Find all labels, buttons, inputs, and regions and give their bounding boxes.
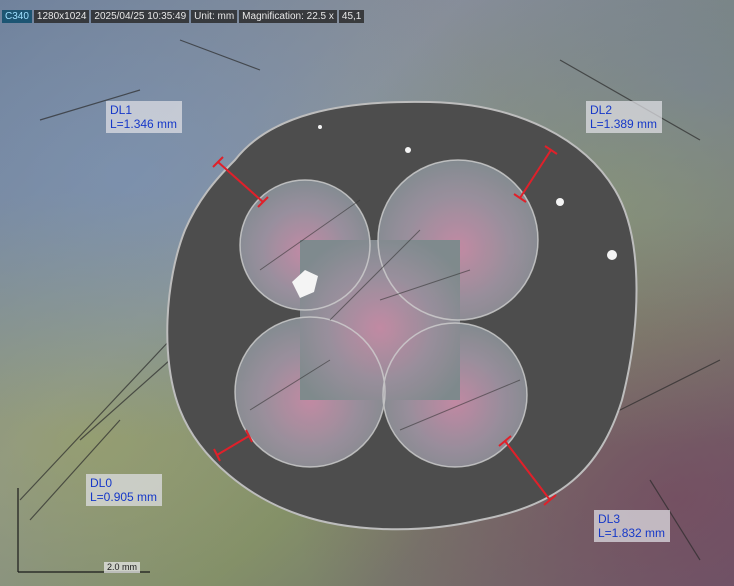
measure-label-value: L=0.905 mm — [90, 490, 158, 504]
measure-label-dl0[interactable]: DL0 L=0.905 mm — [86, 474, 163, 506]
measure-label-id: DL0 — [90, 476, 113, 490]
camera-id: C340 — [2, 10, 32, 23]
measure-line-dl0[interactable] — [213, 429, 253, 462]
measure-label-dl2[interactable]: DL2 L=1.389 mm — [586, 101, 663, 133]
measure-label-value: L=1.389 mm — [590, 117, 658, 131]
measure-label-dl1[interactable]: DL1 L=1.346 mm — [106, 101, 183, 133]
status-bar: C340 1280x1024 2025/04/25 10:35:49 Unit:… — [2, 10, 365, 23]
scale-bar-label: 2.0 mm — [104, 562, 141, 573]
unit-readout: Unit: mm — [191, 10, 238, 23]
measure-line-dl2[interactable] — [513, 145, 558, 203]
surface-scratches — [19, 39, 721, 561]
debris-particles — [292, 125, 617, 298]
measure-label-id: DL3 — [598, 512, 621, 526]
datetime-readout: 2025/04/25 10:35:49 — [91, 10, 190, 23]
measure-label-id: DL2 — [590, 103, 613, 117]
measure-line-dl3[interactable] — [498, 435, 557, 506]
measure-label-dl3[interactable]: DL3 L=1.832 mm — [594, 510, 671, 542]
magnification-readout: Magnification: 22.5 x — [239, 10, 337, 23]
clover-hole — [234, 159, 539, 468]
measure-line-dl1[interactable] — [212, 156, 269, 208]
measure-label-value: L=1.346 mm — [110, 117, 178, 131]
extra-readout: 45,1 — [338, 10, 365, 23]
measure-label-value: L=1.832 mm — [598, 526, 666, 540]
measure-label-id: DL1 — [110, 103, 133, 117]
resolution-readout: 1280x1024 — [33, 10, 90, 23]
